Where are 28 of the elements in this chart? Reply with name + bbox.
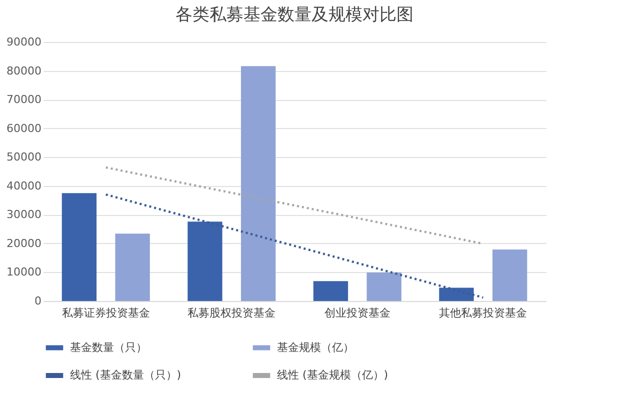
y-tick-label: 0 xyxy=(34,294,42,308)
y-tick-label: 10000 xyxy=(6,266,42,279)
y-tick-label: 20000 xyxy=(6,236,42,250)
x-tick-label: 创业投资基金 xyxy=(324,306,390,320)
y-tick-label: 80000 xyxy=(6,64,42,78)
bar xyxy=(366,272,402,301)
bar xyxy=(240,66,276,301)
bar xyxy=(115,234,150,301)
x-tick-label: 其他私募投资基金 xyxy=(439,306,528,320)
bar xyxy=(492,249,528,301)
y-tick-label: 40000 xyxy=(6,179,42,192)
bar xyxy=(62,193,97,301)
legend-label: 基金数量（只） xyxy=(70,340,147,354)
legend-label: 线性 (基金规模（亿）) xyxy=(277,368,388,382)
bar xyxy=(188,222,222,301)
bar xyxy=(439,288,474,301)
line-series xyxy=(104,193,484,299)
y-tick-label: 70000 xyxy=(6,93,42,106)
y-tick-label: 60000 xyxy=(6,122,42,135)
y-tick-label: 30000 xyxy=(6,208,42,222)
bar xyxy=(313,281,348,301)
chart-title: 各类私募基金数量及规模对比图 xyxy=(176,5,414,25)
y-tick-label: 90000 xyxy=(6,36,42,48)
y-tick-label: 50000 xyxy=(6,150,42,164)
x-tick-label: 私募证券投资基金 xyxy=(62,306,150,320)
legend-label: 基金规模（亿） xyxy=(277,340,354,354)
x-tick-label: 私募股权投资基金 xyxy=(188,306,276,320)
legend-label: 线性 (基金数量（只）) xyxy=(70,368,182,382)
